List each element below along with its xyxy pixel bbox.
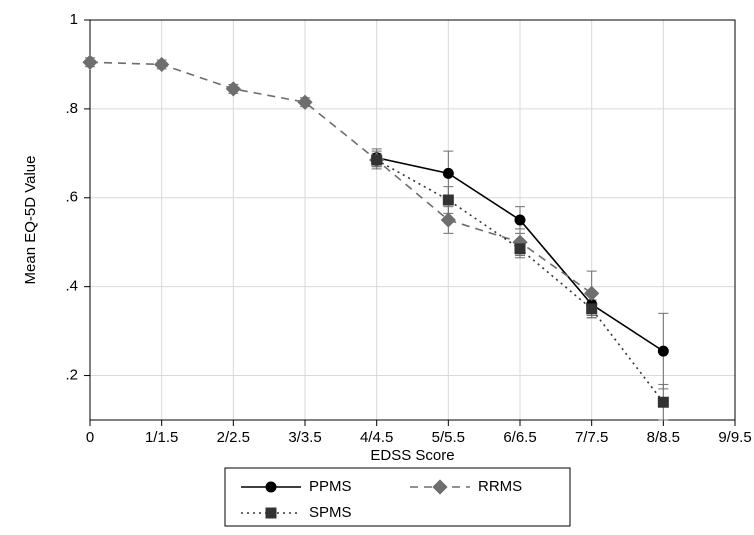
legend-label-ppms: PPMS — [309, 478, 352, 495]
y-tick-label: .2 — [65, 367, 78, 384]
x-tick-label: 4/4.5 — [360, 429, 393, 446]
x-tick-label: 7/7.5 — [575, 429, 608, 446]
chart-container: .2 .4 .6 .8 1 Mean EQ-5D Value 0 1/1.5 2/2.5 3/3.… — [0, 0, 754, 535]
y-tick-label: .6 — [65, 189, 78, 206]
x-tick-label: 3/3.5 — [288, 429, 321, 446]
x-tick-label: 8/8.5 — [647, 429, 680, 446]
x-tick-label: 6/6.5 — [503, 429, 536, 446]
y-axis-label: Mean EQ-5D Value — [22, 156, 39, 285]
x-tick-label: 0 — [86, 429, 94, 446]
y-tick-label: .8 — [65, 100, 78, 117]
chart-svg: .2 .4 .6 .8 1 Mean EQ-5D Value 0 1/1.5 2/2.5 3/3.… — [0, 0, 754, 535]
legend-label-rrms: RRMS — [478, 478, 522, 495]
x-axis-label: EDSS Score — [370, 447, 454, 464]
x-tick-label: 5/5.5 — [432, 429, 465, 446]
x-tick-label: 1/1.5 — [145, 429, 178, 446]
x-tick-label: 2/2.5 — [217, 429, 250, 446]
y-tick-label: .4 — [65, 278, 78, 295]
legend: PPMS RRMS SPMS — [225, 468, 570, 526]
y-tick-label: 1 — [70, 11, 78, 28]
x-tick-label: 9/9.5 — [718, 429, 751, 446]
legend-label-spms: SPMS — [309, 504, 352, 521]
